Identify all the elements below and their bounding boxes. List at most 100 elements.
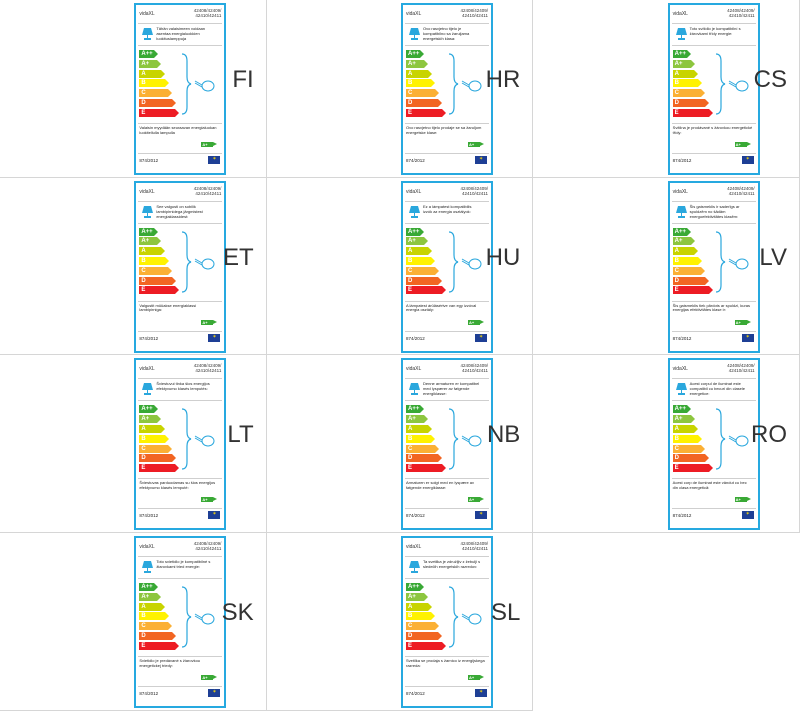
- regulation-number: 874/2012: [672, 513, 692, 519]
- model-number: 42410/42411: [728, 368, 755, 374]
- bar-tip: [427, 602, 432, 611]
- bar-body: [139, 89, 169, 98]
- badge-tip: [746, 142, 751, 146]
- bar-body: [405, 415, 424, 424]
- lamp-icon: [408, 561, 420, 573]
- lamp-shade: [408, 561, 420, 568]
- energy-class-letter: B: [407, 613, 413, 620]
- bar-tip: [420, 405, 425, 414]
- lamp-shade: [142, 205, 154, 213]
- sold-with-text: Ovo rasvjetno tijelo prodaje se sa žarul…: [405, 125, 482, 135]
- bar-body: [139, 99, 172, 107]
- included-class-badge: A+: [467, 319, 484, 325]
- model-numbers: 42408/42409/42410/42411: [175, 541, 222, 551]
- lamp-icon: [142, 28, 154, 40]
- bar-tip: [431, 612, 436, 621]
- lamp-shade: [142, 561, 154, 568]
- included-class-letter: A+: [468, 319, 475, 325]
- lamp-base: [677, 215, 685, 218]
- energy-class-scale: A++ A+ A B C D E: [139, 405, 180, 475]
- language-code: SK: [221, 599, 254, 626]
- bulb-icon: [194, 434, 216, 448]
- eu-flag-icon: ✶: [208, 156, 221, 164]
- compatibility-text: Ta svetilka je združljiv z žebulji s sle…: [422, 559, 481, 569]
- eu-stars-icon: ✶: [478, 511, 484, 518]
- badge-body: [734, 497, 747, 503]
- bar-tip: [441, 641, 446, 650]
- energy-class-letter: C: [407, 267, 413, 274]
- energy-class-letter: C: [674, 267, 679, 274]
- bar-tip: [427, 247, 432, 256]
- bar-tip: [420, 227, 425, 236]
- energy-class-letter: A+: [407, 593, 416, 600]
- included-class-badge: A+: [734, 142, 751, 147]
- bar-tip: [694, 247, 699, 256]
- divider: [671, 123, 756, 124]
- bar-tip: [708, 108, 713, 117]
- label-cell-cs: vidaXL 42408/42409/42410/42411 Toto svítid…: [533, 0, 800, 178]
- bar-tip: [164, 257, 169, 266]
- divider: [671, 478, 756, 480]
- divider: [404, 300, 489, 302]
- label-cell-hr: vidaXL 42408/42409/42410/42411 Ovo rasvjet…: [266, 0, 534, 178]
- bar-tip: [687, 405, 692, 414]
- bar-tip: [427, 424, 432, 433]
- bar-tip: [423, 59, 428, 68]
- lamp-icon: [675, 28, 687, 40]
- lamp-stem: [680, 35, 682, 39]
- included-class-badge: A+: [201, 319, 218, 325]
- energy-class-letter: A++: [674, 51, 686, 57]
- bar-tip: [171, 276, 176, 285]
- bar-body: [672, 266, 702, 275]
- bar-tip: [168, 444, 173, 453]
- bar-tip: [438, 632, 443, 640]
- bar-tip: [157, 237, 162, 246]
- divider: [138, 508, 223, 510]
- label-cell-hu: vidaXL 42408/42409/42410/42411 Ez a lámpat…: [266, 177, 534, 356]
- divider: [404, 23, 489, 24]
- eu-stars-icon: ✶: [478, 156, 484, 162]
- bar-tip: [164, 434, 169, 443]
- bar-body: [139, 424, 161, 433]
- energy-class-letter: A+: [141, 416, 150, 423]
- lamp-base: [677, 393, 685, 396]
- lamp-stem: [680, 390, 682, 395]
- bar-body: [672, 99, 706, 107]
- bar-tip: [423, 237, 428, 246]
- lamp-stem: [413, 35, 415, 39]
- energy-class-letter: A++: [407, 51, 420, 57]
- included-class-badge: A+: [734, 319, 751, 325]
- energy-class-scale: A++ A+ A B C D E: [672, 405, 713, 475]
- brand-name: vidaXL: [672, 366, 688, 373]
- energy-class-letter: C: [141, 623, 146, 630]
- bulb-icon: [461, 434, 483, 448]
- compatibility-text: Denne armaturen er kompatibel med lyspær…: [422, 381, 480, 397]
- bar-tip: [701, 266, 706, 275]
- divider: [138, 686, 223, 687]
- divider: [671, 153, 756, 154]
- energy-class-letter: A: [141, 70, 146, 77]
- bar-body: [139, 434, 165, 443]
- lamp-base: [410, 571, 418, 573]
- divider: [138, 45, 223, 46]
- bar-body: [139, 79, 165, 88]
- energy-class-letter: E: [674, 109, 679, 116]
- included-class-letter: A+: [468, 497, 475, 503]
- bar-tip: [438, 454, 443, 463]
- model-number: 42410/42411: [195, 546, 222, 551]
- model-number: 42410/42411: [195, 13, 222, 18]
- bar-body: [672, 257, 698, 266]
- divider: [671, 400, 756, 402]
- bar-body: [405, 237, 424, 246]
- lamp-shade: [408, 383, 420, 391]
- lamp-base: [677, 38, 685, 40]
- eu-flag-icon: ✶: [474, 511, 487, 520]
- bar-tip: [690, 237, 695, 246]
- language-code: NB: [486, 421, 521, 449]
- model-number: 42408/42409/: [193, 8, 222, 13]
- eu-flag-icon: ✶: [474, 689, 487, 697]
- energy-class-letter: C: [141, 267, 146, 274]
- lamp-icon: [675, 205, 687, 218]
- bulb-icon: [728, 257, 750, 271]
- bar-tip: [438, 276, 443, 285]
